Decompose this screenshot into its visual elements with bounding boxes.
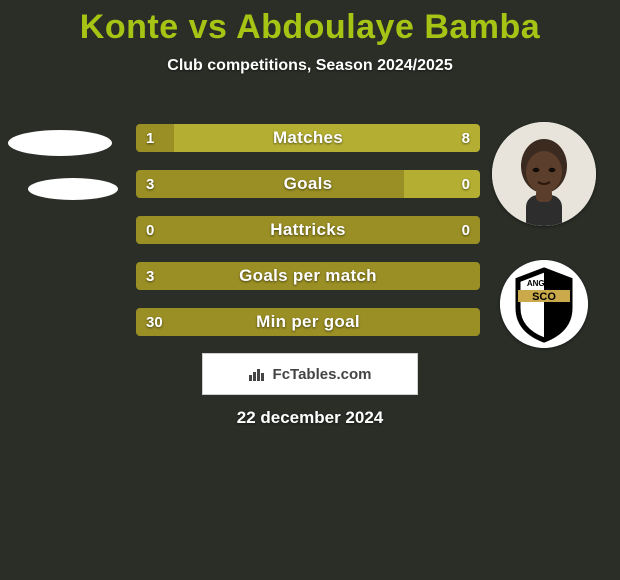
right-player-avatar-icon [492,122,596,226]
left-player-club-placeholder-icon [28,178,118,200]
stat-bars: 18Matches 30Goals 00Hattricks 3Goals per ma… [136,124,480,354]
stat-bar-label: Min per goal [136,308,480,336]
attribution-text: FcTables.com [273,366,372,383]
subtitle: Club competitions, Season 2024/2025 [0,57,620,75]
page-title: Konte vs Abdoulaye Bamba [0,0,620,47]
stat-bar-row: 18Matches [136,124,480,152]
svg-text:SCO: SCO [532,291,556,303]
date-text: 22 december 2024 [0,408,620,428]
attribution-badge: FcTables.com [202,353,418,395]
stat-bar-row: 30Min per goal [136,308,480,336]
svg-text:ANGERS: ANGERS [527,279,562,288]
left-player-badges [8,120,118,222]
stat-bar-label: Goals [136,170,480,198]
stat-bar-row: 30Goals [136,170,480,198]
right-player-badges: ANGERS SCO [492,122,602,348]
stat-bar-label: Matches [136,124,480,152]
stats-area: ANGERS SCO 18Matches 30Goals 00Hattricks 3G… [0,110,620,360]
stat-bar-row: 3Goals per match [136,262,480,290]
stat-bar-label: Hattricks [136,216,480,244]
left-player-avatar-placeholder-icon [8,130,112,156]
stat-bar-row: 00Hattricks [136,216,480,244]
stat-bar-label: Goals per match [136,262,480,290]
bar-chart-icon [249,367,267,381]
right-player-club-crest-icon: ANGERS SCO [500,260,588,348]
